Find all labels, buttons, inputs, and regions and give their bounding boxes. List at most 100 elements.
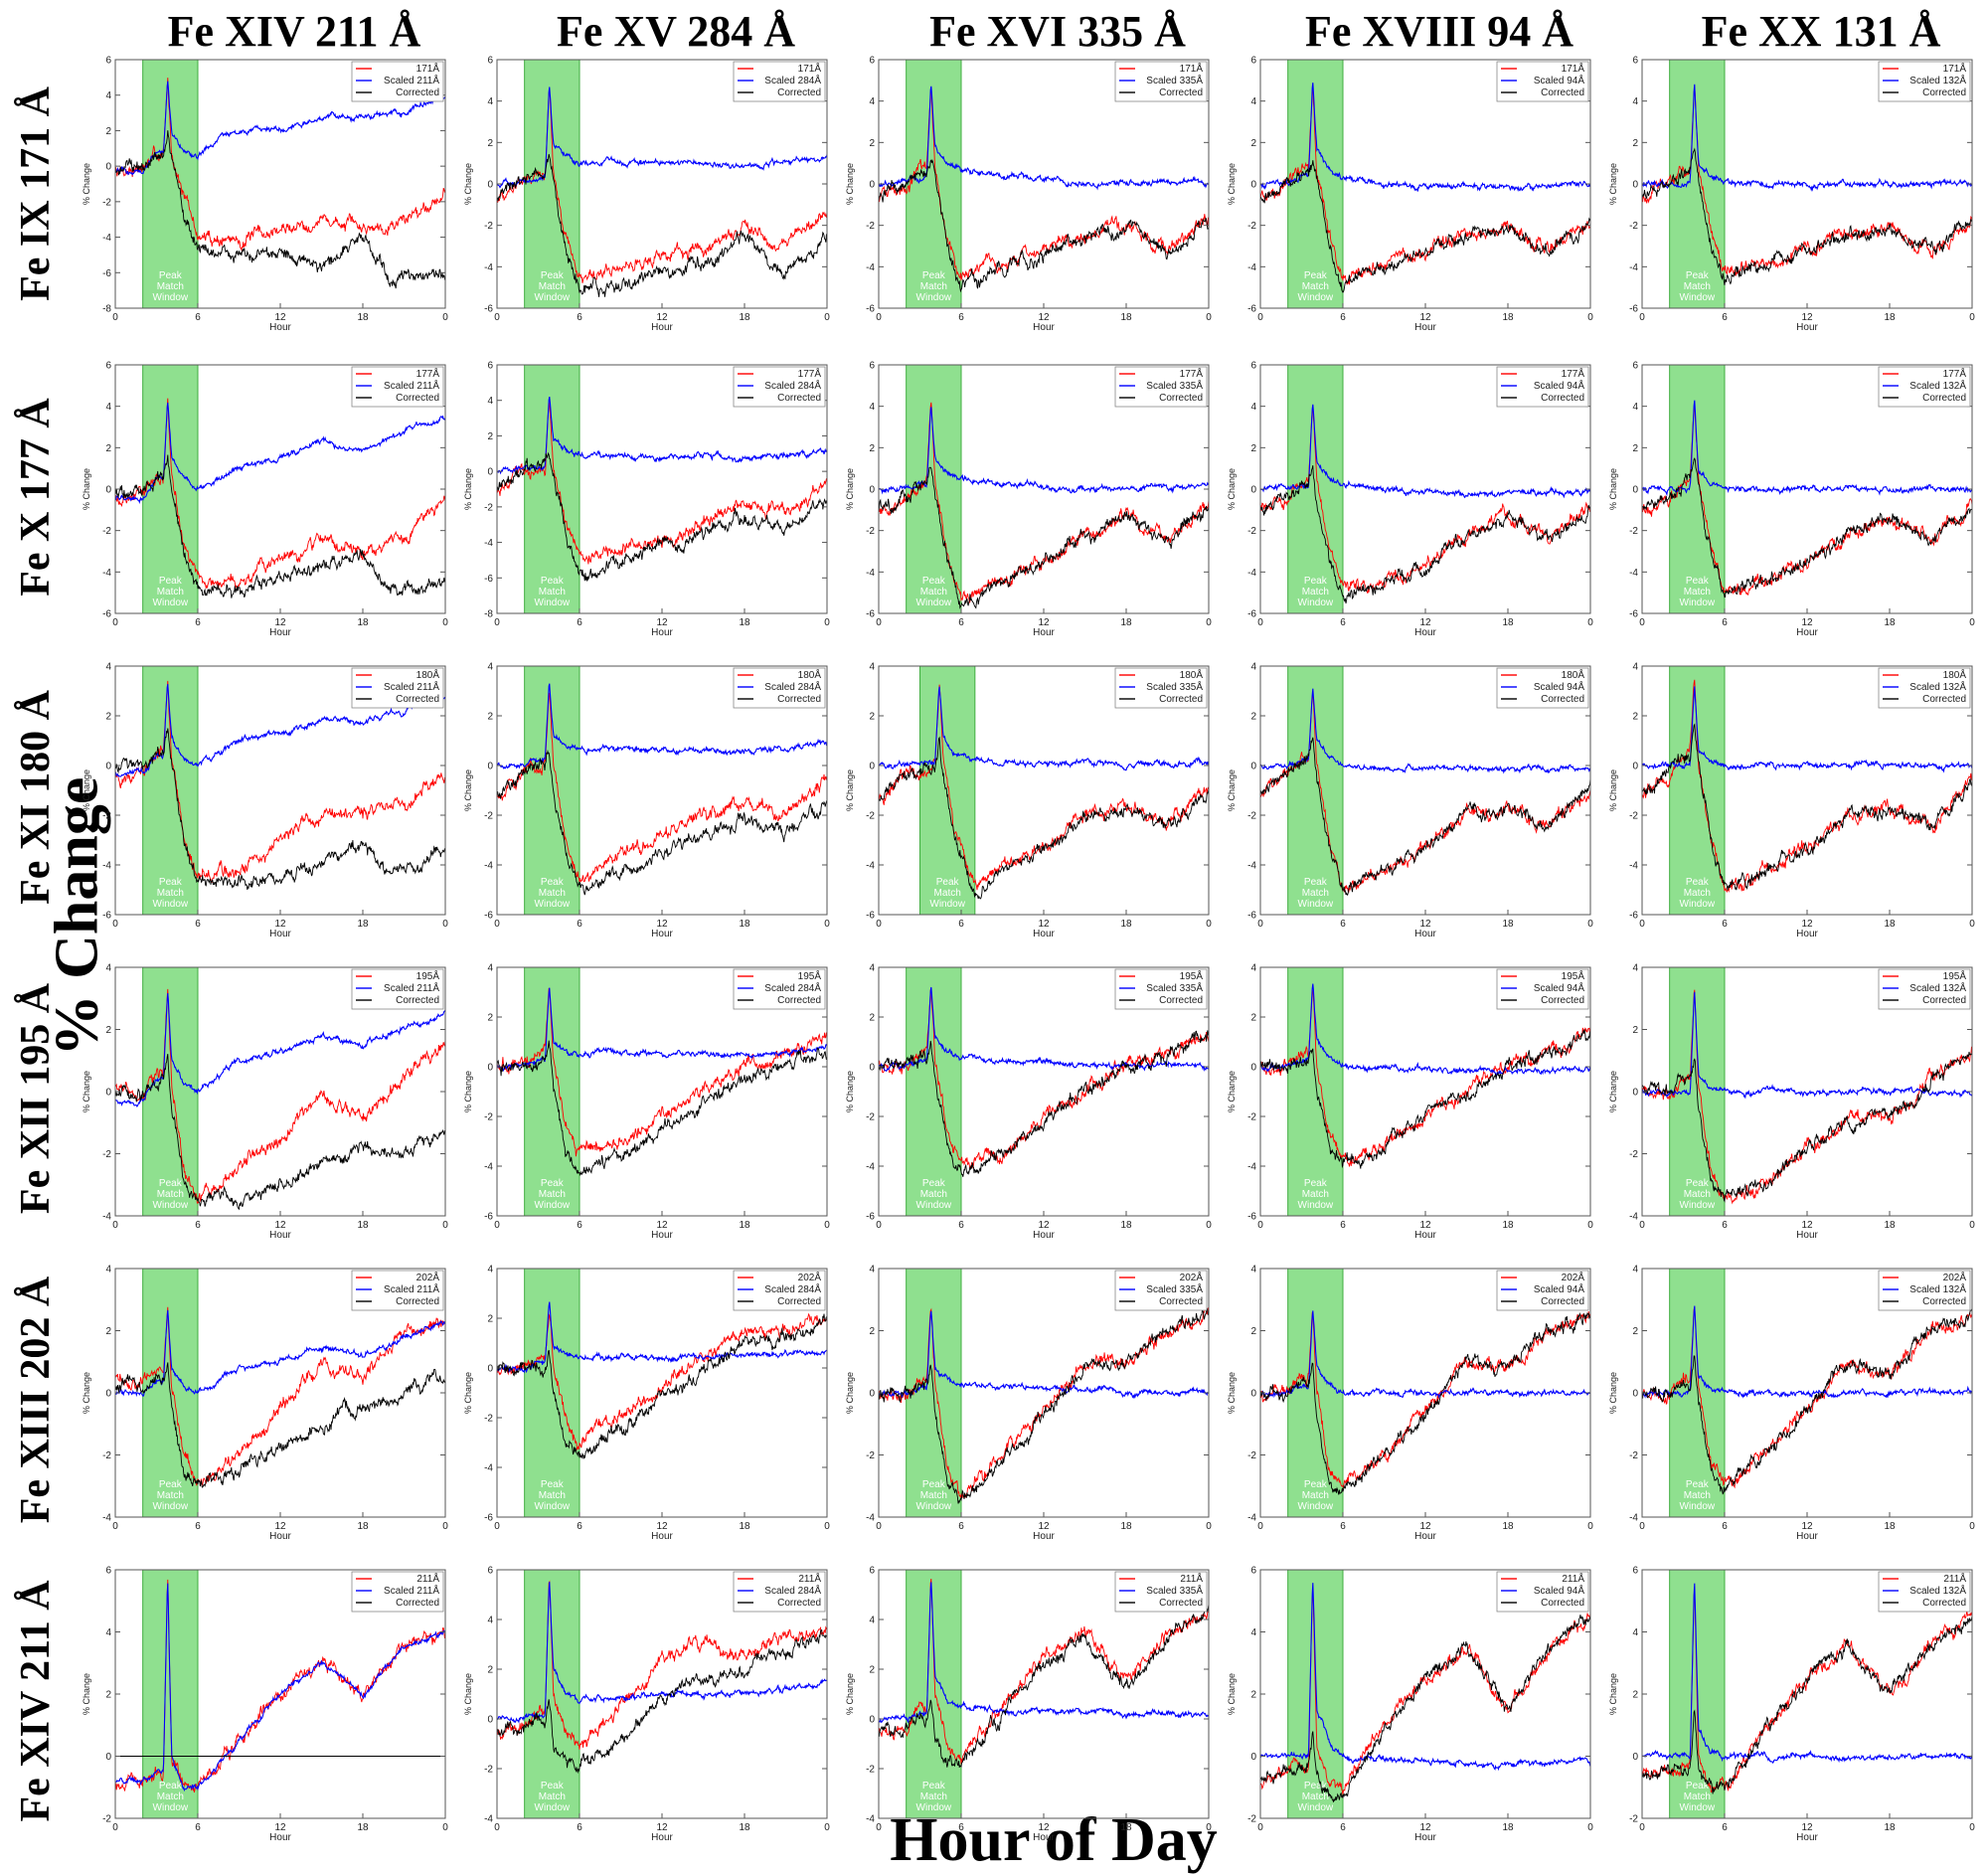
window-label: Peak bbox=[922, 576, 946, 587]
x-tick-label: 0 bbox=[112, 1220, 118, 1231]
window-label: Window bbox=[153, 597, 189, 608]
series-line bbox=[1642, 723, 1972, 891]
legend-box bbox=[1114, 1571, 1208, 1613]
series-line bbox=[879, 684, 1209, 891]
x-tick-label: 12 bbox=[1038, 919, 1050, 930]
x-tick-label: 0 bbox=[1639, 617, 1645, 628]
legend-label: 211Å bbox=[1943, 1572, 1966, 1585]
y-tick-label: 0 bbox=[869, 485, 875, 496]
window-label: Match bbox=[1302, 587, 1329, 597]
y-tick-label: 0 bbox=[869, 1389, 875, 1400]
x-tick-label: 12 bbox=[1801, 312, 1813, 323]
y-tick-label: 6 bbox=[1632, 1566, 1638, 1577]
y-tick-label: -4 bbox=[1247, 1162, 1256, 1173]
window-label: Match bbox=[157, 888, 184, 899]
window-label: Match bbox=[539, 1189, 566, 1200]
peak-match-window bbox=[906, 966, 962, 1217]
x-tick-label: 6 bbox=[195, 1220, 201, 1231]
legend-box bbox=[1114, 968, 1208, 1010]
x-tick-label: 0 bbox=[1587, 919, 1593, 930]
legend-label: Corrected bbox=[396, 995, 439, 1006]
series-line bbox=[115, 1309, 445, 1398]
y-tick-label: 0 bbox=[1632, 1752, 1638, 1763]
legend-label: Scaled 211Å bbox=[384, 379, 439, 392]
x-tick-label: 0 bbox=[1257, 312, 1263, 323]
x-tick-label: 0 bbox=[442, 312, 448, 323]
series-line bbox=[1642, 686, 1972, 773]
y-tick-label: -6 bbox=[1247, 609, 1256, 620]
legend-label: Scaled 94Å bbox=[1534, 74, 1584, 86]
series-group bbox=[879, 402, 1209, 609]
y-tick-label: -2 bbox=[102, 1149, 111, 1160]
series-line bbox=[497, 1312, 827, 1450]
series-line bbox=[1642, 1587, 1972, 1793]
window-label: Window bbox=[153, 292, 189, 303]
y-tick-label: 0 bbox=[105, 762, 111, 772]
y-tick-label: -6 bbox=[1247, 1212, 1256, 1223]
window-label: Match bbox=[1302, 1791, 1329, 1802]
series-line bbox=[497, 86, 827, 189]
row-header: Fe XIV 211 Å bbox=[13, 1580, 59, 1822]
x-tick-label: 0 bbox=[824, 617, 830, 628]
window-label: Window bbox=[1680, 1501, 1716, 1512]
x-tick-label: 0 bbox=[494, 919, 500, 930]
y-tick-label: -6 bbox=[866, 609, 875, 620]
y-tick-label: -8 bbox=[484, 609, 493, 620]
window-label: Match bbox=[1684, 1791, 1711, 1802]
x-tick-label: 6 bbox=[1722, 919, 1728, 930]
y-axis-label: % Change bbox=[463, 468, 473, 510]
x-tick-label: 0 bbox=[824, 919, 830, 930]
window-label: Match bbox=[1684, 1490, 1711, 1501]
x-tick-label: 0 bbox=[1587, 312, 1593, 323]
y-tick-label: -6 bbox=[484, 304, 493, 315]
y-tick-label: -4 bbox=[1247, 262, 1256, 273]
x-tick-label: 6 bbox=[195, 617, 201, 628]
y-tick-label: -4 bbox=[484, 262, 493, 273]
legend-label: 171Å bbox=[416, 62, 440, 75]
x-tick-label: 12 bbox=[1038, 1521, 1050, 1532]
x-tick-label: 18 bbox=[1502, 1521, 1514, 1532]
y-tick-label: -4 bbox=[484, 1463, 493, 1474]
x-tick-label: 6 bbox=[1722, 1220, 1728, 1231]
legend-box bbox=[1878, 968, 1971, 1010]
x-tick-label: 18 bbox=[1884, 1521, 1896, 1532]
x-tick-label: 0 bbox=[442, 1521, 448, 1532]
series-line bbox=[497, 750, 827, 896]
peak-match-window bbox=[1287, 1569, 1344, 1819]
window-label: Peak bbox=[159, 1178, 183, 1189]
y-tick-label: 4 bbox=[869, 1616, 875, 1626]
window-label: Peak bbox=[541, 1781, 565, 1791]
window-label: Peak bbox=[159, 1781, 183, 1791]
x-tick-label: 0 bbox=[1587, 617, 1593, 628]
y-axis-label: % Change bbox=[463, 1372, 473, 1414]
y-tick-label: -2 bbox=[866, 526, 875, 537]
y-tick-label: 2 bbox=[1250, 443, 1256, 454]
window-label: Match bbox=[1684, 281, 1711, 292]
series-line bbox=[115, 81, 445, 176]
legend-label: Corrected bbox=[777, 1296, 821, 1307]
x-tick-label: 18 bbox=[1884, 617, 1896, 628]
window-label: Match bbox=[157, 1490, 184, 1501]
y-tick-label: 2 bbox=[869, 443, 875, 454]
series-line bbox=[1260, 465, 1590, 604]
series-line bbox=[497, 153, 827, 297]
peak-match-window bbox=[524, 1268, 580, 1518]
x-tick-label: 18 bbox=[739, 312, 750, 323]
window-label: Peak bbox=[1686, 1178, 1710, 1189]
y-axis-label: % Change bbox=[1227, 163, 1237, 205]
legend-box bbox=[1114, 1270, 1208, 1311]
y-tick-label: -2 bbox=[102, 1450, 111, 1461]
legend-box bbox=[1878, 1270, 1971, 1311]
x-tick-label: 12 bbox=[274, 1521, 286, 1532]
y-tick-label: 2 bbox=[1250, 712, 1256, 723]
x-tick-label: 0 bbox=[494, 1521, 500, 1532]
window-label: Window bbox=[535, 1501, 571, 1512]
window-label: Match bbox=[1302, 1490, 1329, 1501]
